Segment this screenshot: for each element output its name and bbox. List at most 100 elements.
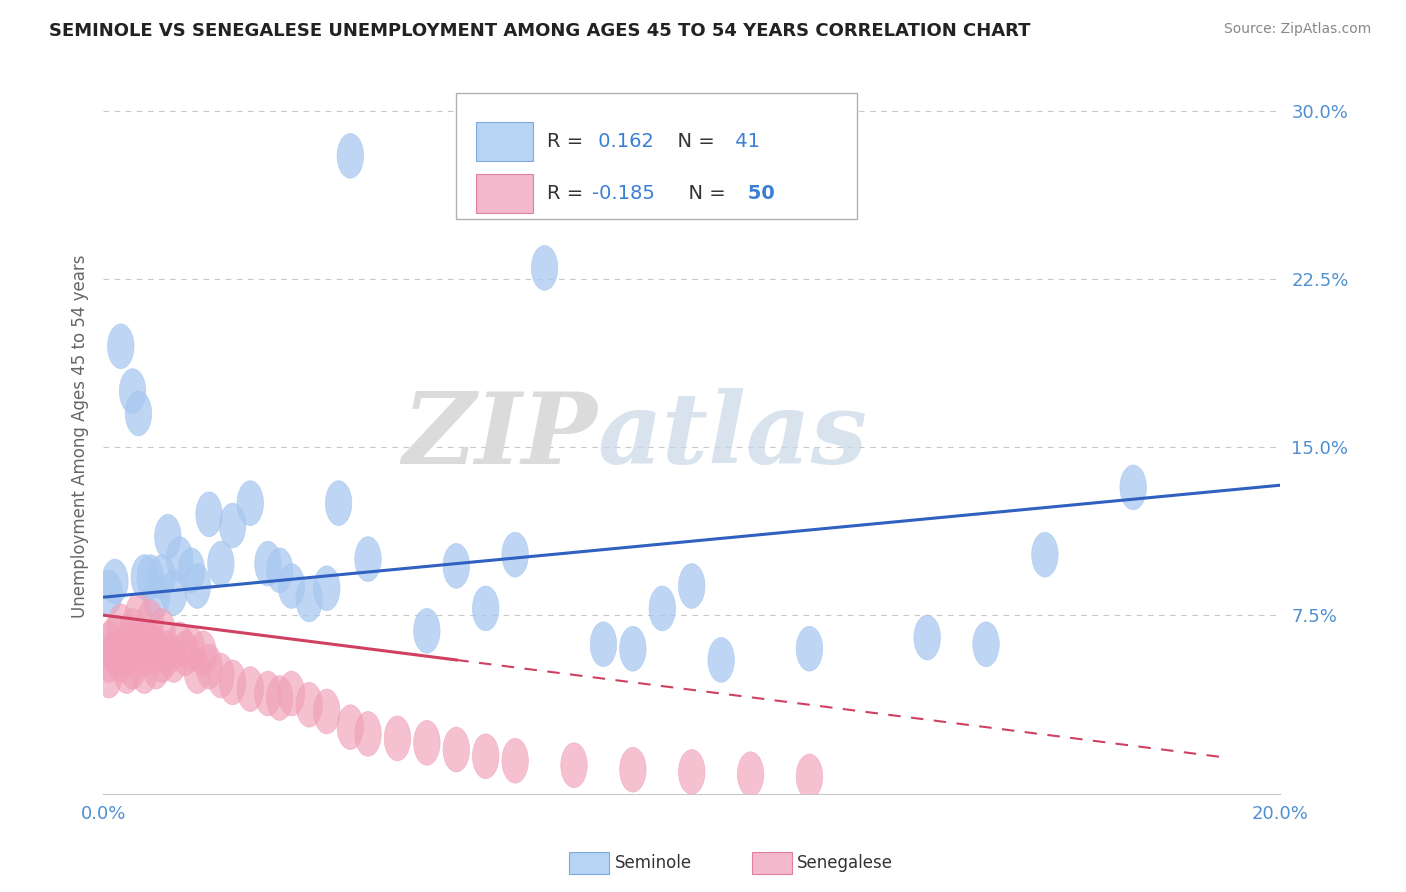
Ellipse shape <box>155 515 181 559</box>
Ellipse shape <box>136 555 163 599</box>
Ellipse shape <box>125 592 152 638</box>
Ellipse shape <box>384 716 411 761</box>
FancyBboxPatch shape <box>457 93 856 219</box>
Ellipse shape <box>208 653 233 698</box>
Ellipse shape <box>314 566 340 611</box>
Ellipse shape <box>314 689 340 734</box>
Text: R =: R = <box>547 132 589 152</box>
Ellipse shape <box>737 752 763 797</box>
Ellipse shape <box>190 631 217 675</box>
Ellipse shape <box>278 671 305 716</box>
Ellipse shape <box>143 644 169 689</box>
Ellipse shape <box>166 537 193 582</box>
Text: Source: ZipAtlas.com: Source: ZipAtlas.com <box>1223 22 1371 37</box>
Ellipse shape <box>96 622 122 666</box>
Text: 0.162: 0.162 <box>592 132 654 152</box>
Ellipse shape <box>325 481 352 525</box>
Ellipse shape <box>796 754 823 799</box>
Ellipse shape <box>160 638 187 682</box>
Y-axis label: Unemployment Among Ages 45 to 54 years: Unemployment Among Ages 45 to 54 years <box>72 254 89 617</box>
Ellipse shape <box>160 570 187 615</box>
Ellipse shape <box>101 631 128 675</box>
Ellipse shape <box>101 615 128 660</box>
Ellipse shape <box>1032 533 1059 577</box>
Ellipse shape <box>254 671 281 716</box>
Ellipse shape <box>337 134 364 178</box>
Ellipse shape <box>620 747 647 792</box>
Ellipse shape <box>219 660 246 705</box>
Ellipse shape <box>238 481 263 525</box>
Bar <box>477 174 533 213</box>
Text: Senegalese: Senegalese <box>797 854 893 871</box>
Text: N =: N = <box>665 132 721 152</box>
Ellipse shape <box>354 712 381 756</box>
Ellipse shape <box>337 705 364 749</box>
Ellipse shape <box>184 564 211 608</box>
Ellipse shape <box>238 666 263 712</box>
Ellipse shape <box>96 570 122 615</box>
Ellipse shape <box>267 548 292 592</box>
Ellipse shape <box>107 324 134 368</box>
Ellipse shape <box>179 548 205 592</box>
Ellipse shape <box>472 734 499 779</box>
Ellipse shape <box>502 533 529 577</box>
Ellipse shape <box>796 626 823 671</box>
Ellipse shape <box>195 491 222 537</box>
Ellipse shape <box>914 615 941 660</box>
Text: Seminole: Seminole <box>614 854 692 871</box>
Ellipse shape <box>131 555 157 599</box>
Ellipse shape <box>136 622 163 666</box>
Ellipse shape <box>208 541 233 586</box>
Ellipse shape <box>96 638 122 682</box>
Ellipse shape <box>472 586 499 631</box>
Ellipse shape <box>443 727 470 772</box>
Text: SEMINOLE VS SENEGALESE UNEMPLOYMENT AMONG AGES 45 TO 54 YEARS CORRELATION CHART: SEMINOLE VS SENEGALESE UNEMPLOYMENT AMON… <box>49 22 1031 40</box>
Text: N =: N = <box>676 185 733 203</box>
Ellipse shape <box>120 644 146 689</box>
Ellipse shape <box>149 608 176 653</box>
Ellipse shape <box>149 638 176 682</box>
Ellipse shape <box>413 608 440 653</box>
Ellipse shape <box>973 622 1000 666</box>
Text: 41: 41 <box>730 132 761 152</box>
Ellipse shape <box>114 648 141 694</box>
Ellipse shape <box>502 739 529 783</box>
Ellipse shape <box>679 749 704 795</box>
Ellipse shape <box>96 653 122 698</box>
Ellipse shape <box>561 743 588 788</box>
Text: -0.185: -0.185 <box>592 185 655 203</box>
Ellipse shape <box>120 368 146 414</box>
Ellipse shape <box>295 682 322 727</box>
Ellipse shape <box>143 574 169 620</box>
Ellipse shape <box>195 644 222 689</box>
Ellipse shape <box>650 586 675 631</box>
Ellipse shape <box>120 626 146 671</box>
Text: R =: R = <box>547 185 589 203</box>
Ellipse shape <box>136 599 163 644</box>
Ellipse shape <box>101 559 128 604</box>
Ellipse shape <box>531 245 558 290</box>
Ellipse shape <box>219 503 246 548</box>
Ellipse shape <box>184 648 211 694</box>
Ellipse shape <box>443 543 470 588</box>
Ellipse shape <box>278 564 305 608</box>
Ellipse shape <box>114 631 141 675</box>
Ellipse shape <box>354 537 381 582</box>
Ellipse shape <box>149 555 176 599</box>
Ellipse shape <box>179 626 205 671</box>
Ellipse shape <box>107 604 134 648</box>
Ellipse shape <box>166 622 193 666</box>
Ellipse shape <box>131 631 157 675</box>
Ellipse shape <box>591 622 617 666</box>
Ellipse shape <box>173 631 198 675</box>
Ellipse shape <box>125 391 152 436</box>
Bar <box>477 122 533 161</box>
Ellipse shape <box>254 541 281 586</box>
Text: 50: 50 <box>741 185 775 203</box>
Ellipse shape <box>1121 465 1146 510</box>
Ellipse shape <box>107 638 134 682</box>
Ellipse shape <box>295 577 322 622</box>
Ellipse shape <box>131 648 157 694</box>
Ellipse shape <box>707 638 734 682</box>
Ellipse shape <box>120 608 146 653</box>
